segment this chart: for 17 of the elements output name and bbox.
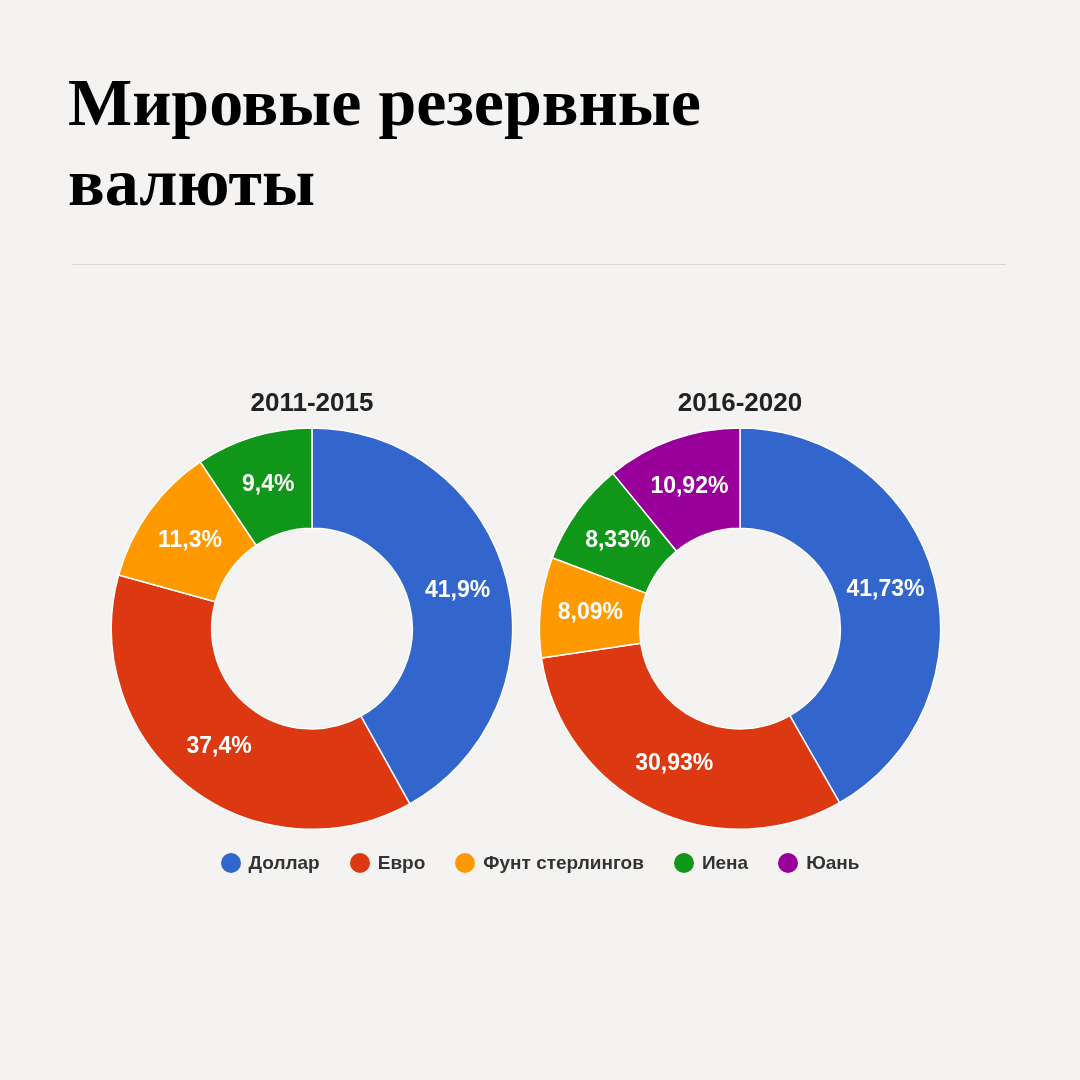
data-label: 37,4% [186, 732, 252, 759]
data-label: 9,4% [241, 469, 295, 496]
legend-label: Доллар [247, 852, 320, 874]
data-label: 8,33% [585, 526, 651, 553]
data-label: 30,93% [635, 749, 714, 776]
legend-label: Юань [805, 852, 860, 874]
legend-label: Иена [700, 852, 749, 874]
legend-label: Евро [376, 852, 426, 874]
data-label: 41,9% [425, 576, 491, 603]
slice-label: 2011-2015 [250, 386, 374, 417]
data-label: 10,92% [650, 472, 729, 499]
data-label: 11,3% [158, 525, 222, 552]
legend-label: Фунт стерлингов [482, 852, 644, 874]
data-label: 8,09% [557, 597, 623, 624]
data-label: 41,73% [846, 575, 925, 602]
slice-label: 2016-2020 [677, 386, 803, 417]
chart-title: Мировые резервные валюты [68, 63, 702, 222]
